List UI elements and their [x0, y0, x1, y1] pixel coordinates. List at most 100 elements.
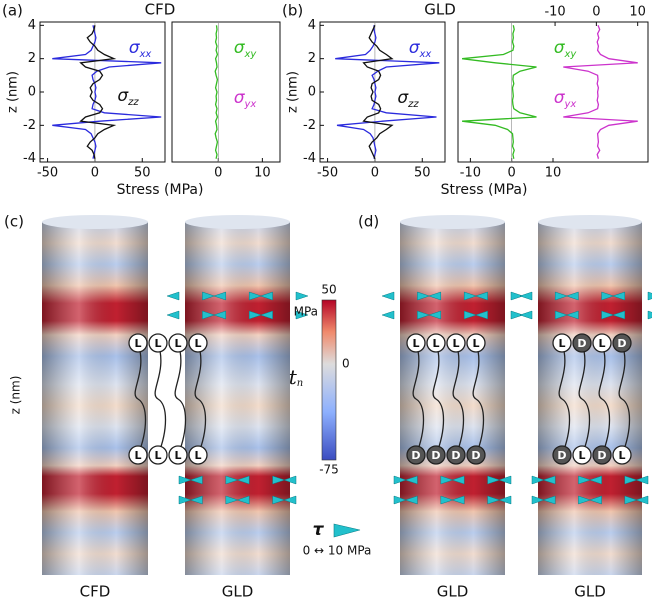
cylinder-caption: GLD	[222, 583, 254, 601]
y-tick-label: -4	[23, 151, 36, 166]
molecule-label: D	[617, 337, 626, 350]
molecule-label: L	[558, 337, 565, 350]
tau-range: 0 ↔ 10 MPa	[303, 544, 372, 558]
y-tick-label: 2	[28, 51, 36, 66]
panel-title: CFD	[145, 1, 176, 19]
stress-line	[81, 25, 114, 158]
series-label: σxx	[129, 38, 152, 60]
cylinder-top	[42, 215, 148, 229]
colorbar-tick-label: -75	[319, 463, 339, 477]
molecule-label: L	[598, 337, 605, 350]
x-tick-label: -50	[37, 166, 58, 181]
plot-frame	[320, 22, 445, 162]
molecule-label: D	[577, 337, 586, 350]
molecule-label: L	[432, 337, 439, 350]
tau-symbol: τ	[313, 520, 325, 540]
x-axis-label: Stress (MPa)	[441, 182, 528, 198]
y-axis-label: z (nm)	[286, 71, 301, 113]
colorbar-tick-label: 0	[342, 357, 350, 371]
shear-arrow	[648, 311, 652, 319]
cylinder-top	[538, 215, 642, 229]
series-label: σzz	[397, 88, 419, 110]
cylinder-caption: GLD	[437, 583, 469, 601]
figure: -50 0 50 -4 -2 0 2 4 σxx σzz (a) CFD z (nm) Stress (M…	[0, 0, 652, 605]
panel-label: (b)	[282, 2, 303, 20]
x-tick-label: 0	[371, 166, 379, 181]
stress-line	[335, 25, 439, 158]
x-tick-label: -10	[460, 166, 481, 181]
y-tick-label: 0	[28, 85, 36, 100]
molecule-label: D	[597, 449, 606, 462]
shear-arrow	[648, 292, 652, 300]
tau-arrow	[334, 524, 360, 537]
molecule-label: D	[431, 449, 440, 462]
y-tick-label: 4	[308, 18, 316, 33]
molecule-label: L	[412, 337, 419, 350]
series-label: σxy	[234, 38, 258, 60]
stress-line	[52, 25, 161, 158]
stress-line	[563, 25, 637, 158]
x-tick-label: 0	[91, 166, 99, 181]
molecule-label: L	[578, 449, 585, 462]
series-label: σxy	[554, 38, 578, 60]
cylinder-shade	[185, 222, 290, 575]
colorbar	[322, 300, 336, 460]
colorbar-unit: MPa	[294, 305, 318, 319]
colorbar-tick-label: 50	[321, 283, 336, 297]
plot-frame	[40, 22, 165, 162]
molecule-label: L	[472, 337, 479, 350]
y-axis-label: z (nm)	[6, 71, 21, 113]
x-tick-label: 10	[254, 166, 271, 181]
panel-title: GLD	[424, 1, 456, 19]
panel-label: (a)	[2, 2, 23, 20]
shear-arrow	[520, 292, 532, 300]
y-axis-label: z (nm)	[9, 376, 23, 415]
stress-line	[462, 25, 536, 158]
cylinder-shade	[42, 222, 148, 575]
cylinder-top	[185, 215, 290, 229]
y-tick-label: -4	[303, 151, 316, 166]
cylinder-top	[400, 215, 505, 229]
shear-arrow	[520, 311, 532, 319]
x-tick-label: 50	[414, 166, 431, 181]
molecule-chain	[175, 343, 185, 455]
y-tick-label: 4	[28, 18, 36, 33]
x-tick-label: 50	[134, 166, 151, 181]
molecule-label: L	[134, 337, 141, 350]
x-tick-label: 0	[508, 166, 516, 181]
stress-line	[215, 25, 217, 158]
panel-label: (d)	[358, 213, 379, 231]
molecule-label: L	[452, 337, 459, 350]
molecule-label: L	[134, 449, 141, 462]
shear-arrow	[382, 311, 394, 319]
molecule-label: L	[194, 337, 201, 350]
shear-arrow	[382, 292, 394, 300]
y-tick-label: 0	[308, 85, 316, 100]
y-tick-label: -2	[23, 118, 36, 133]
shear-arrow	[167, 311, 179, 319]
x2-tick-label: 10	[629, 5, 646, 20]
series-label: σyx	[554, 88, 577, 110]
molecule-label: L	[174, 449, 181, 462]
x-tick-label: -50	[317, 166, 338, 181]
molecule-label: D	[557, 449, 566, 462]
x-tick-label: 0	[214, 166, 222, 181]
stress-line	[364, 25, 392, 158]
molecule-label: D	[471, 449, 480, 462]
molecule-label: L	[174, 337, 181, 350]
plot-frame	[172, 22, 280, 162]
molecule-chain	[155, 343, 165, 455]
cylinder-caption: GLD	[574, 583, 606, 601]
x-axis-label: Stress (MPa)	[117, 182, 204, 198]
cylinder-shade	[538, 222, 642, 575]
series-label: σzz	[117, 86, 139, 108]
shear-arrow	[296, 292, 308, 300]
x-tick-label: 10	[545, 166, 562, 181]
molecule-label: L	[154, 449, 161, 462]
y-tick-label: 2	[308, 51, 316, 66]
cylinder-caption: CFD	[80, 583, 111, 601]
x2-tick-label: 0	[592, 5, 600, 20]
molecule-label: D	[411, 449, 420, 462]
molecule-label: L	[194, 449, 201, 462]
series-label: σyx	[234, 88, 257, 110]
